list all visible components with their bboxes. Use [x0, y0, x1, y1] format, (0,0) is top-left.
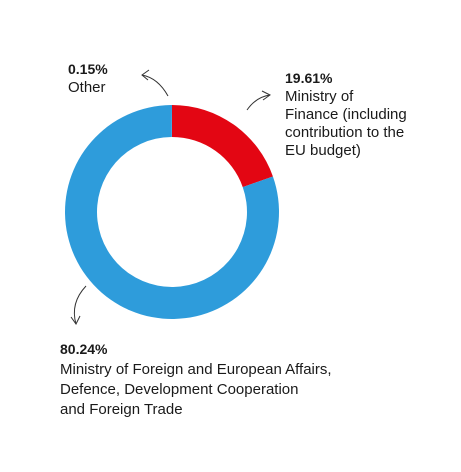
slice-name-label-0-line-2: contribution to the: [285, 124, 404, 141]
slice-name-label-1-line-1: Defence, Development Cooperation: [60, 381, 298, 398]
donut-slice-2: [170, 105, 172, 138]
callout-arrow-2: [141, 69, 169, 97]
slice-name-label-1-line-2: and Foreign Trade: [60, 401, 183, 418]
slice-name-label-1-line-0: Ministry of Foreign and European Affairs…: [60, 361, 332, 378]
callout-arrow-1: [70, 285, 87, 325]
slice-name-label-0-line-3: EU budget): [285, 142, 361, 159]
slice-name-label-2-line-0: Other: [68, 79, 106, 96]
callout-arrow-0: [246, 90, 271, 111]
slice-name-label-0-line-1: Finance (including: [285, 106, 407, 123]
slice-name-label-0-line-0: Ministry of: [285, 88, 354, 105]
donut-slice-1: [64, 105, 279, 319]
slice-value-label-0: 19.61%: [285, 70, 333, 86]
donut-slice-0: [172, 105, 273, 188]
callout-arrows: [70, 69, 271, 325]
slice-value-label-2: 0.15%: [68, 61, 108, 77]
slice-value-label-1: 80.24%: [60, 341, 108, 357]
donut-slices: [64, 105, 279, 319]
